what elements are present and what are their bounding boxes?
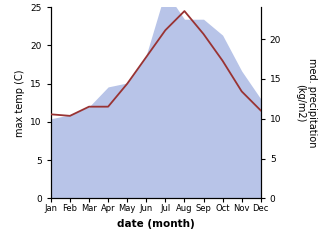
Y-axis label: med. precipitation
(kg/m2): med. precipitation (kg/m2) [295,58,317,148]
Y-axis label: max temp (C): max temp (C) [15,69,25,136]
X-axis label: date (month): date (month) [117,219,195,228]
